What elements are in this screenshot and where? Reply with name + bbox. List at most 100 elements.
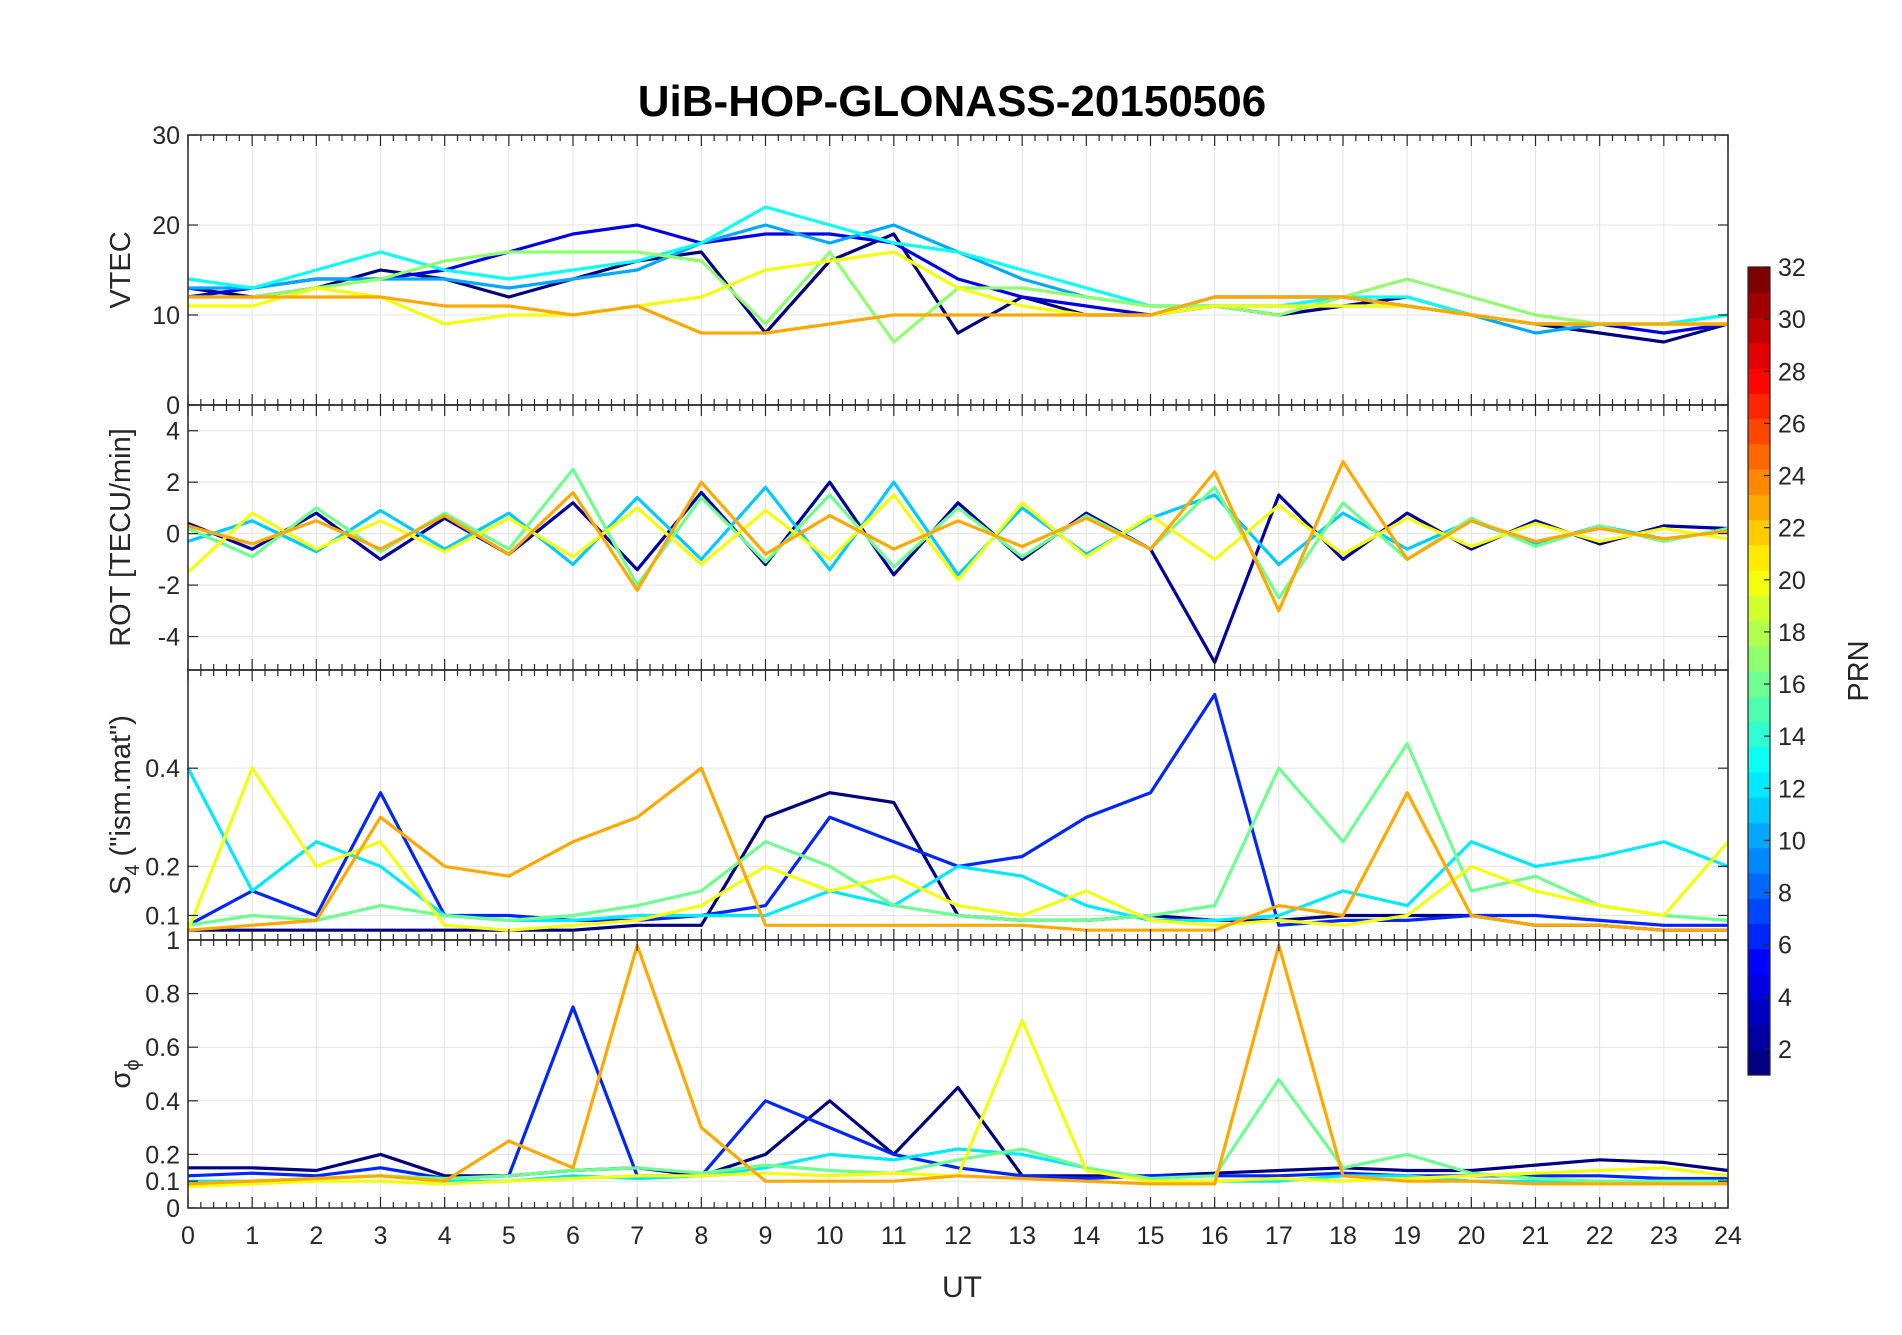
series-group (187, 205, 1729, 344)
colorbar-swatch (1748, 544, 1770, 571)
colorbar-swatch (1748, 746, 1770, 773)
x-tick-label: 22 (1586, 1222, 1614, 1250)
y-tick-label: 0 (166, 392, 180, 420)
colorbar-tick-label: 12 (1778, 775, 1806, 803)
x-tick-label: 10 (816, 1222, 844, 1250)
y-tick-labels: -4 -2 0 2 4 (158, 418, 1728, 652)
y-tick-label: 0.8 (145, 981, 180, 1009)
colorbar-swatch (1748, 418, 1770, 445)
series-line-prn-23 (187, 766, 1728, 932)
colorbar-label: PRN (1843, 640, 1875, 701)
colorbar-swatch (1748, 772, 1770, 798)
grid (187, 405, 1729, 670)
y-tick-label: 0.6 (145, 1034, 180, 1062)
y-tick-label: 30 (152, 122, 180, 150)
colorbar-swatch (1748, 317, 1770, 344)
y-tick-label: 0.1 (145, 902, 180, 930)
x-tick-label: 9 (759, 1222, 773, 1250)
series-line-prn-16 (187, 1077, 1728, 1186)
colorbar-tick-label: 18 (1778, 619, 1806, 647)
colorbar-tick-label: 4 (1778, 984, 1792, 1012)
colorbar-tick-label: 22 (1778, 515, 1806, 543)
colorbar-swatch (1748, 595, 1770, 622)
y-axis-label: S4 ("ism.mat") (105, 715, 144, 895)
y-tick-labels: 0.1 0.2 0.4 (145, 755, 1728, 930)
series-line-prn-2 (187, 480, 1729, 664)
y-axis-label-subscript: ϕ (122, 1059, 144, 1070)
y-axis-label-main: VTEC (105, 231, 137, 308)
colorbar-swatch (1748, 923, 1770, 950)
x-tick-label: 11 (881, 1222, 907, 1250)
x-tick-marks (187, 940, 1729, 1208)
y-axis-label: VTEC (105, 231, 137, 308)
series-line-prn-23 (188, 295, 1728, 335)
series-group (187, 943, 1729, 1189)
colorbar-swatch (1748, 368, 1770, 394)
y-tick-label: -2 (158, 572, 180, 600)
colorbar-tick-label: 26 (1778, 410, 1806, 438)
y-tick-label: 1 (166, 927, 180, 955)
colorbar-swatch (1748, 974, 1770, 1000)
y-axis-label-main: S (105, 876, 137, 895)
x-axis-ticks: 0 1 2 3 4 5 6 7 8 9 10 11 12 13 14 15 16 17 18 19 20 21 22 23 24 (181, 1222, 1742, 1250)
colorbar-swatch (1748, 898, 1770, 925)
y-tick-label: 0.4 (145, 1088, 180, 1116)
y-tick-label: 20 (152, 212, 180, 240)
x-tick-label: 20 (1457, 1222, 1485, 1250)
colorbar-tick-label: 30 (1778, 306, 1806, 334)
series-line-prn-1 (188, 1085, 1729, 1178)
colorbar-swatch (1748, 620, 1770, 647)
colorbar-tick-label: 10 (1778, 827, 1806, 855)
colorbar-tick-label: 28 (1778, 358, 1806, 386)
y-tick-label: 0.2 (145, 853, 180, 881)
y-tick-label: 2 (166, 469, 180, 497)
y-axis-label-main: ROT [TECU/min] (105, 428, 137, 647)
colorbar-swatch (1748, 721, 1770, 748)
series-line-prn-16 (187, 467, 1729, 600)
x-tick-label: 17 (1265, 1222, 1293, 1250)
x-tick-label: 4 (438, 1222, 452, 1250)
x-tick-label: 23 (1650, 1222, 1678, 1250)
x-tick-label: 5 (502, 1222, 516, 1250)
colorbar-swatch (1748, 999, 1770, 1026)
y-tick-label: 4 (166, 418, 180, 446)
y-tick-label: 10 (152, 302, 180, 330)
colorbar-frame (1747, 266, 1771, 1076)
x-tick-label: 8 (694, 1222, 708, 1250)
colorbar-swatch (1748, 469, 1770, 495)
colorbar-swatch (1748, 847, 1770, 874)
x-tick-label: 15 (1137, 1222, 1165, 1250)
x-tick-label: 12 (944, 1222, 972, 1250)
colorbar-swatch (1748, 519, 1770, 546)
panel-s4: 0.10.20.4S4 ("ism.mat") (105, 669, 1730, 941)
y-axis-label-suffix: ("ism.mat") (105, 715, 137, 864)
x-tick-label: 14 (1072, 1222, 1100, 1250)
x-tick-marks (187, 670, 1729, 940)
chart-title: UiB-HOP-GLONASS-20150506 (638, 77, 1266, 126)
colorbar-swatch (1748, 873, 1770, 899)
y-axis-label: σϕ (105, 1059, 144, 1088)
colorbar-swatch (1748, 797, 1770, 824)
colorbar-swatch (1748, 1024, 1770, 1051)
panel-sigma_phi: 00.10.2 0.4 0.6 0.8 1 σϕ (105, 927, 1729, 1223)
colorbar-tick-label: 20 (1778, 567, 1806, 595)
colorbar-swatch (1748, 570, 1770, 596)
x-tick-label: 18 (1329, 1222, 1357, 1250)
series-line-prn-23 (187, 943, 1728, 1186)
x-tick-label: 7 (630, 1222, 644, 1250)
colorbar-swatch (1748, 822, 1770, 849)
x-tick-label: 0 (181, 1222, 195, 1250)
y-axis-label: ROT [TECU/min] (105, 428, 137, 647)
series-group (186, 692, 1730, 932)
series-line-prn-16 (187, 741, 1729, 927)
colorbar-tick-label: 8 (1778, 880, 1792, 908)
series-line-prn-20 (186, 493, 1729, 582)
colorbar-swatch (1748, 494, 1770, 521)
x-tick-label: 2 (309, 1222, 323, 1250)
x-tick-marks (187, 405, 1729, 670)
x-tick-label: 1 (245, 1222, 259, 1250)
y-tick-labels: 00.10.2 0.4 0.6 0.8 1 (145, 927, 1728, 1223)
